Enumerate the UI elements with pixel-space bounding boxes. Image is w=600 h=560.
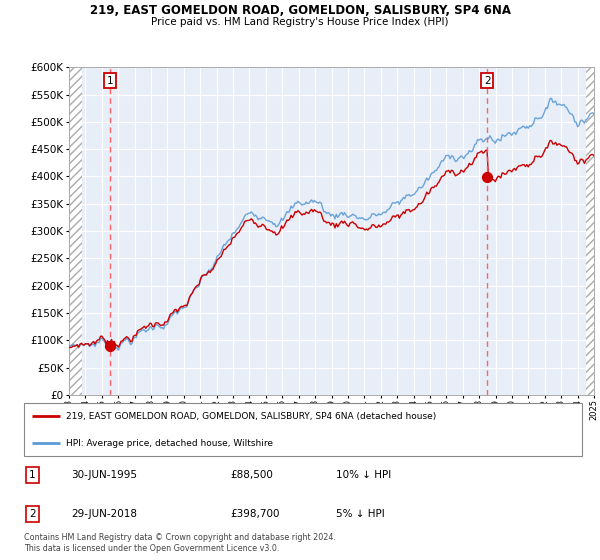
Bar	[69, 67, 82, 395]
Text: £88,500: £88,500	[230, 470, 274, 479]
Text: HPI: Average price, detached house, Wiltshire: HPI: Average price, detached house, Wilt…	[66, 438, 273, 447]
Text: 219, EAST GOMELDON ROAD, GOMELDON, SALISBURY, SP4 6NA (detached house): 219, EAST GOMELDON ROAD, GOMELDON, SALIS…	[66, 412, 436, 421]
Text: Price paid vs. HM Land Registry's House Price Index (HPI): Price paid vs. HM Land Registry's House …	[151, 17, 449, 27]
Text: 10% ↓ HPI: 10% ↓ HPI	[337, 470, 392, 479]
Text: £398,700: £398,700	[230, 509, 280, 519]
Text: 2: 2	[484, 76, 491, 86]
Text: 29-JUN-2018: 29-JUN-2018	[71, 509, 137, 519]
Text: 1: 1	[107, 76, 113, 86]
Text: 1: 1	[29, 470, 35, 479]
Text: 2: 2	[29, 509, 35, 519]
Text: 30-JUN-1995: 30-JUN-1995	[71, 470, 137, 479]
Text: 219, EAST GOMELDON ROAD, GOMELDON, SALISBURY, SP4 6NA: 219, EAST GOMELDON ROAD, GOMELDON, SALIS…	[89, 4, 511, 17]
Point	[105, 342, 115, 351]
Text: 5% ↓ HPI: 5% ↓ HPI	[337, 509, 385, 519]
FancyBboxPatch shape	[24, 403, 582, 456]
Bar	[586, 67, 594, 395]
Point	[482, 172, 492, 181]
Text: Contains HM Land Registry data © Crown copyright and database right 2024.
This d: Contains HM Land Registry data © Crown c…	[24, 533, 336, 553]
